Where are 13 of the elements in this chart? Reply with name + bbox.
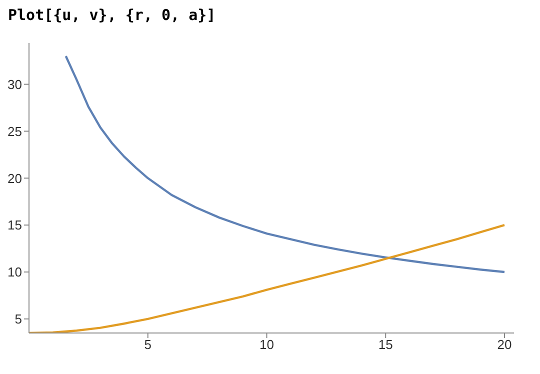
chart-title: Plot[{u, v}, {r, 0, a}] — [8, 6, 216, 24]
x-tick-label: 5 — [144, 337, 152, 352]
x-tick-label: 15 — [378, 337, 393, 352]
y-tick-label: 25 — [8, 124, 22, 139]
x-tick-label: 20 — [497, 337, 512, 352]
line-series — [29, 224, 506, 333]
y-tick-label: 10 — [8, 264, 22, 280]
line-series — [64, 55, 506, 274]
x-tick-label: 10 — [260, 337, 274, 352]
y-tick-label: 5 — [14, 312, 22, 327]
y-tick-label: 15 — [8, 218, 22, 233]
y-tick-label: 30 — [8, 76, 22, 92]
y-tick-label: 20 — [8, 170, 22, 186]
